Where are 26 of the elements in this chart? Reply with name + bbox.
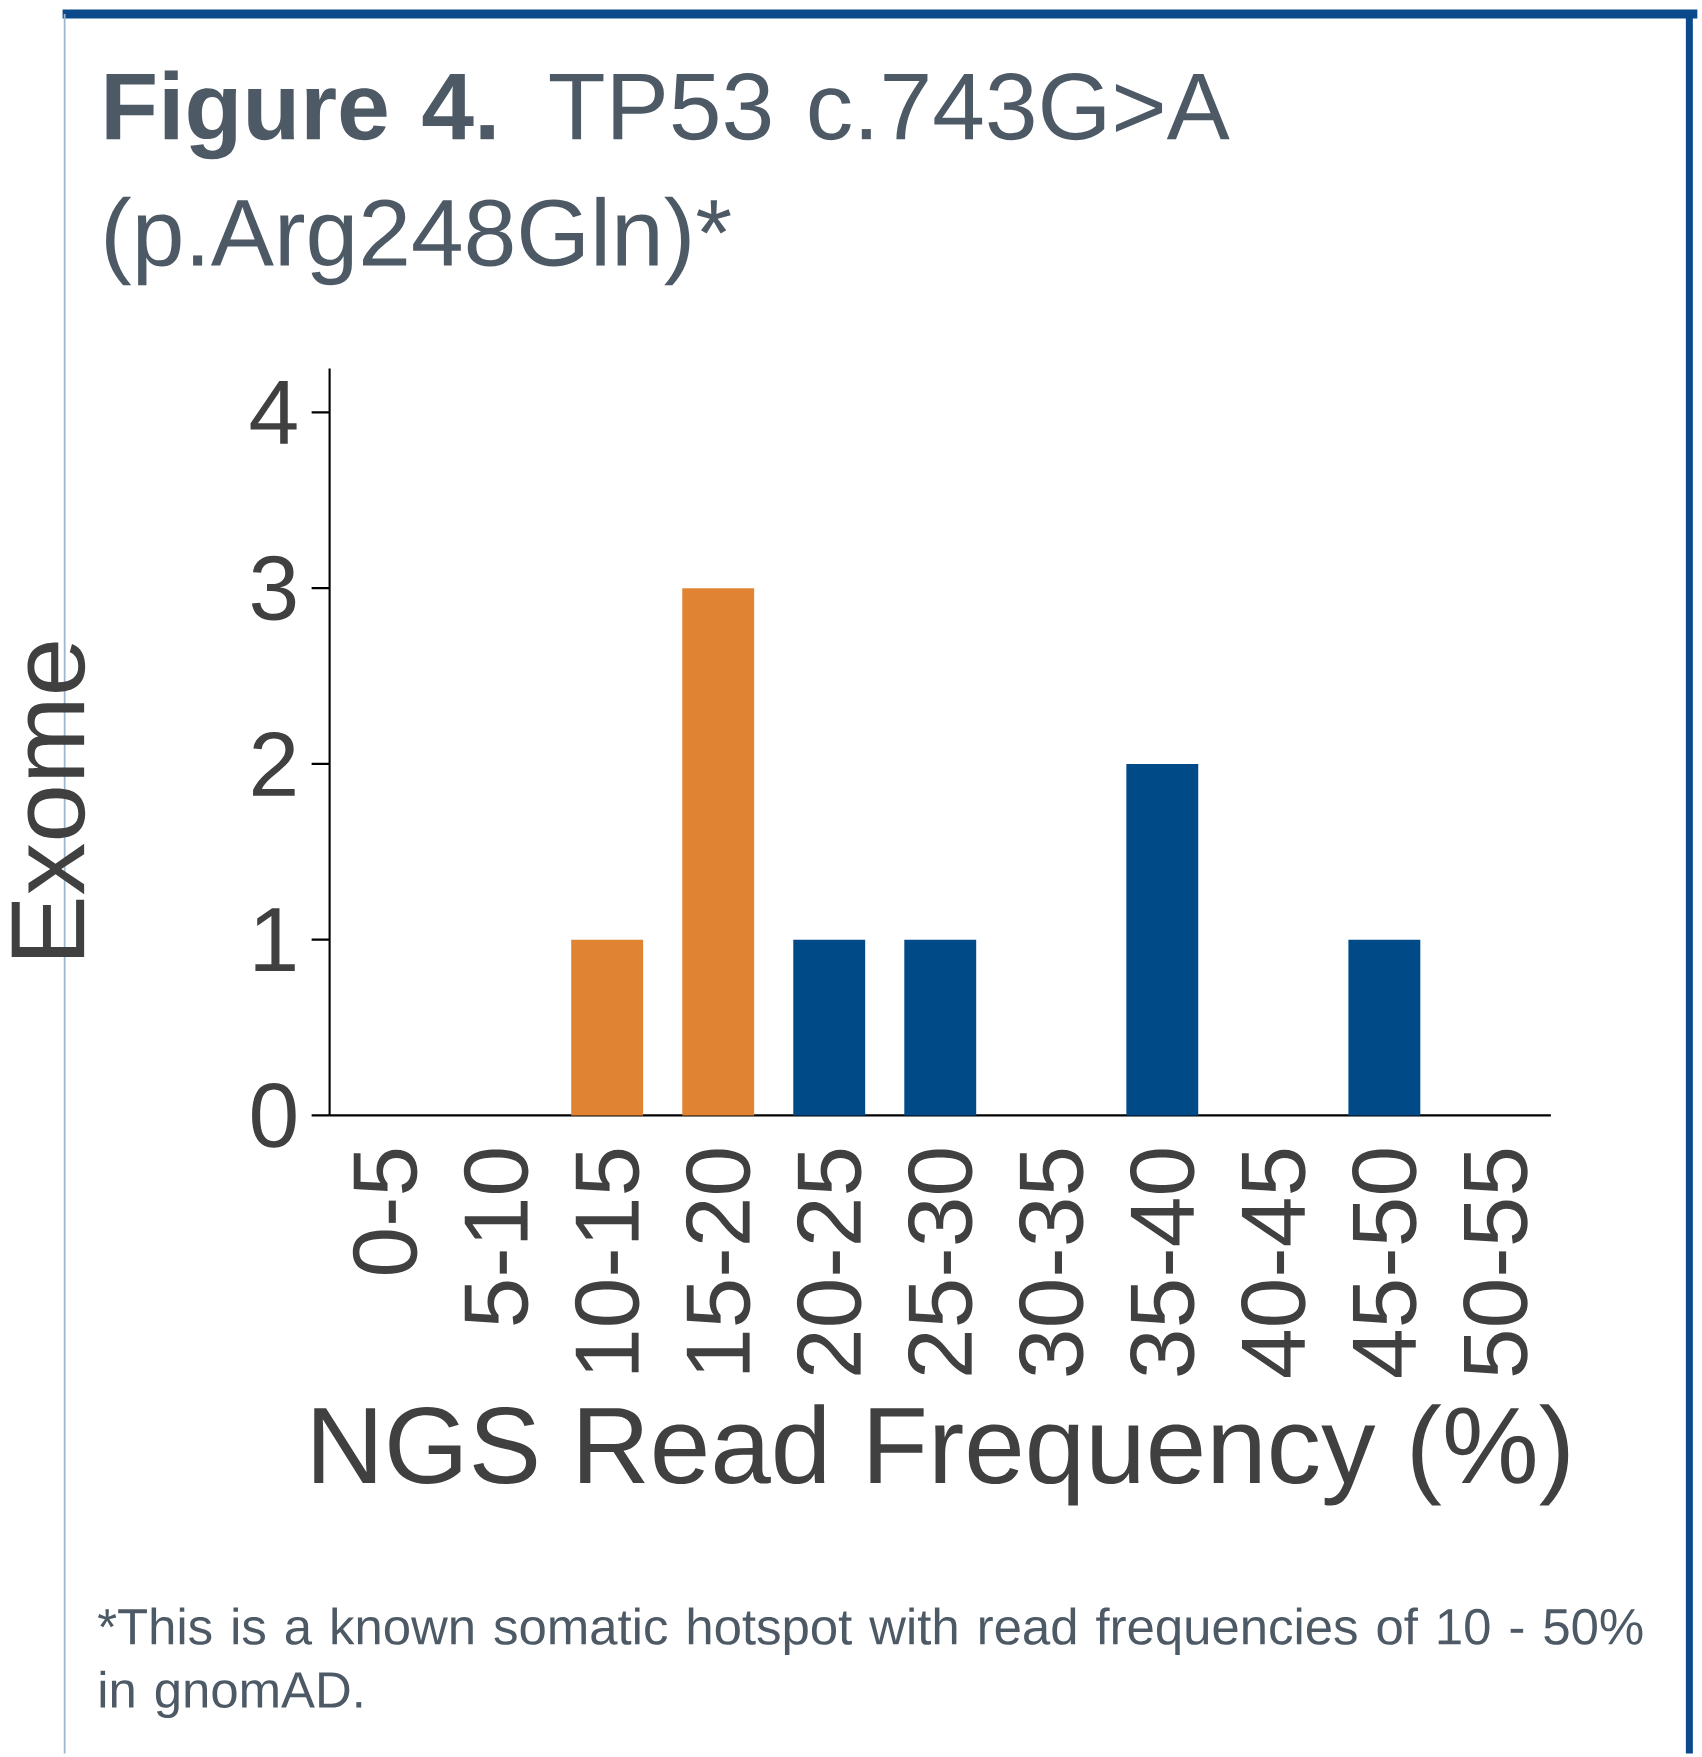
x-tick-label: 50-55 xyxy=(1463,1149,1528,1376)
bar xyxy=(1348,939,1421,1116)
x-axis-title: NGS Read Frequency (%) xyxy=(314,1404,1569,1506)
y-tick-label: 3 xyxy=(252,555,296,621)
y-tick-label: 0 xyxy=(252,1083,296,1148)
x-tick-label: 25-30 xyxy=(908,1149,973,1375)
y-tick-label: 1 xyxy=(255,908,295,972)
x-tick-label: 20-25 xyxy=(796,1149,862,1375)
x-tick-label: 40-45 xyxy=(1241,1149,1306,1378)
x-tick-label: 15-20 xyxy=(685,1149,751,1373)
bar xyxy=(682,588,755,1116)
x-tick-label: 5-10 xyxy=(463,1149,529,1325)
text: *This is a known somatic hotspot with read frequencies of 10 - 50% in gnomAD. xyxy=(98,1607,1643,1719)
y-axis-title: Exome xyxy=(11,642,86,957)
bar xyxy=(904,939,977,1116)
bar xyxy=(571,939,644,1116)
bar xyxy=(1126,763,1199,1116)
y-tick-label: 2 xyxy=(253,732,295,796)
x-tick-label: 0-5 xyxy=(352,1149,418,1275)
y-tick-label: 4 xyxy=(250,380,297,444)
chart-title: Figure 4. TP53 c.743G>A (p.Arg248Gln)* xyxy=(106,70,1230,286)
x-tick-label: 10-15 xyxy=(574,1149,640,1373)
bar xyxy=(793,939,866,1116)
x-tick-label: 35-40 xyxy=(1130,1149,1195,1376)
x-tick-label: 45-50 xyxy=(1352,1149,1417,1378)
x-tick-label: 30-35 xyxy=(1019,1149,1084,1376)
